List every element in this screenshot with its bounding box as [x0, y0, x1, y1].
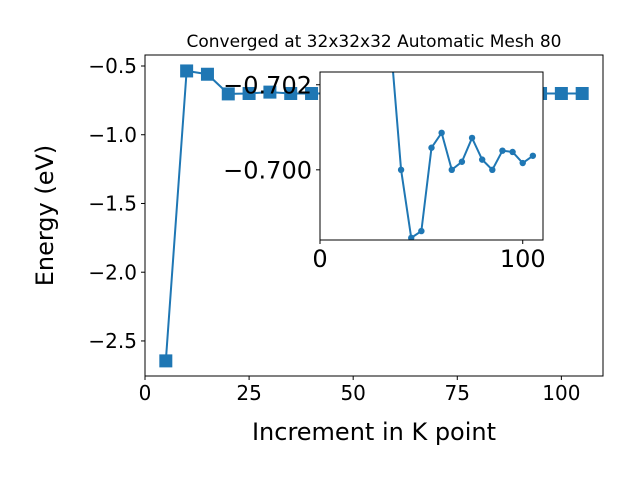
data-marker	[448, 166, 455, 174]
data-marker	[397, 166, 405, 174]
data-marker	[159, 354, 173, 368]
x-tick-label: 50	[340, 381, 365, 405]
plot-area	[320, 72, 543, 240]
data-marker	[242, 86, 256, 100]
data-marker	[575, 86, 589, 100]
data-marker	[554, 86, 568, 100]
x-tick-label: 0	[312, 245, 327, 273]
chart-title: Converged at 32x32x32 Automatic Mesh 80	[187, 32, 562, 52]
x-tick-label: 75	[445, 381, 470, 405]
y-tick-label: −0.5	[88, 54, 137, 78]
data-marker	[499, 147, 506, 154]
data-marker	[428, 144, 435, 151]
axes-frame	[144, 54, 604, 377]
x-tick-label: 100	[542, 381, 580, 405]
data-marker	[509, 148, 516, 156]
y-tick-label: −2.5	[88, 329, 137, 353]
plot-series	[392, 72, 537, 240]
data-marker	[468, 134, 476, 142]
y-axis-label: Energy (eV)	[31, 145, 59, 287]
data-marker	[458, 158, 466, 165]
x-axis-label: Increment in K point	[252, 418, 496, 446]
data-marker	[284, 86, 298, 100]
data-marker	[221, 87, 235, 101]
data-marker	[200, 67, 214, 81]
data-marker	[478, 156, 486, 163]
y-tick-label: −0.702	[223, 71, 312, 99]
x-tick-label: 25	[236, 381, 261, 405]
x-tick-label: 0	[139, 381, 152, 405]
data-marker	[519, 159, 526, 167]
axes-frame	[319, 71, 544, 241]
data-marker	[263, 85, 277, 99]
data-marker	[529, 152, 537, 159]
data-marker	[180, 64, 194, 78]
data-marker	[418, 227, 425, 235]
y-tick-label: −1.0	[88, 123, 137, 147]
data-marker	[408, 234, 415, 240]
x-tick-label: 100	[500, 245, 546, 273]
y-tick-label: −0.700	[223, 156, 312, 184]
data-marker	[438, 129, 445, 137]
data-marker	[305, 86, 319, 100]
y-tick-label: −2.0	[88, 260, 137, 284]
data-marker	[489, 166, 496, 174]
y-tick-label: −1.5	[88, 192, 137, 216]
